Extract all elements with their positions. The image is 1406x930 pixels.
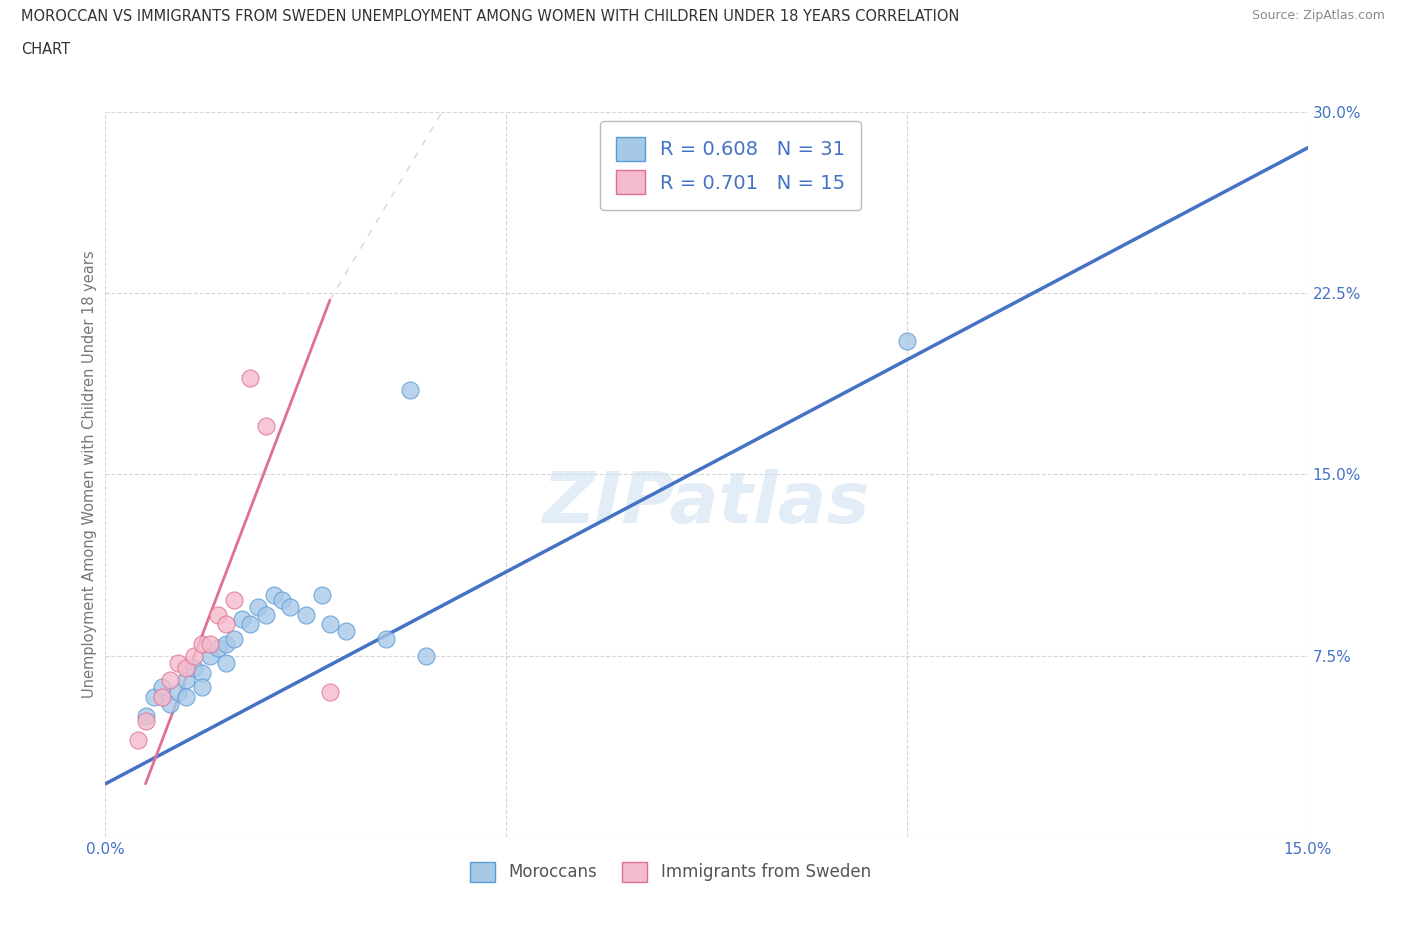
Text: MOROCCAN VS IMMIGRANTS FROM SWEDEN UNEMPLOYMENT AMONG WOMEN WITH CHILDREN UNDER : MOROCCAN VS IMMIGRANTS FROM SWEDEN UNEMP… (21, 9, 959, 24)
Point (183, 660, 205, 675)
Point (150, 680, 173, 695)
Text: CHART: CHART (21, 42, 70, 57)
Point (263, 588, 285, 603)
Point (198, 648, 221, 663)
Point (166, 684, 188, 699)
Point (254, 418, 277, 433)
Point (207, 641, 229, 656)
Point (207, 607, 229, 622)
Point (311, 588, 333, 603)
Point (174, 672, 197, 687)
Point (319, 617, 342, 631)
Point (142, 689, 165, 704)
Point (415, 648, 437, 663)
Point (399, 382, 422, 397)
Point (159, 672, 181, 687)
Point (239, 370, 262, 385)
Point (374, 631, 398, 646)
Text: Source: ZipAtlas.com: Source: ZipAtlas.com (1251, 9, 1385, 22)
Y-axis label: Unemployment Among Women with Children Under 18 years: Unemployment Among Women with Children U… (82, 250, 97, 698)
Point (214, 656, 236, 671)
Point (222, 631, 245, 646)
Point (198, 636, 221, 651)
Point (135, 709, 157, 724)
Point (214, 636, 236, 651)
Point (174, 689, 197, 704)
Point (896, 334, 918, 349)
Point (599, 177, 621, 192)
Point (159, 697, 181, 711)
Point (246, 600, 269, 615)
Legend: Moroccans, Immigrants from Sweden: Moroccans, Immigrants from Sweden (461, 854, 879, 890)
Point (222, 592, 245, 607)
Point (190, 680, 212, 695)
Text: ZIPatlas: ZIPatlas (543, 469, 870, 538)
Point (319, 684, 342, 699)
Point (254, 607, 277, 622)
Point (127, 733, 149, 748)
Point (190, 636, 212, 651)
Point (150, 689, 173, 704)
Point (183, 648, 205, 663)
Point (295, 607, 318, 622)
Point (239, 617, 262, 631)
Point (270, 592, 292, 607)
Point (278, 600, 301, 615)
Point (135, 713, 157, 728)
Point (214, 617, 236, 631)
Point (166, 656, 188, 671)
Point (231, 612, 253, 627)
Point (335, 624, 357, 639)
Point (190, 665, 212, 680)
Point (174, 660, 197, 675)
